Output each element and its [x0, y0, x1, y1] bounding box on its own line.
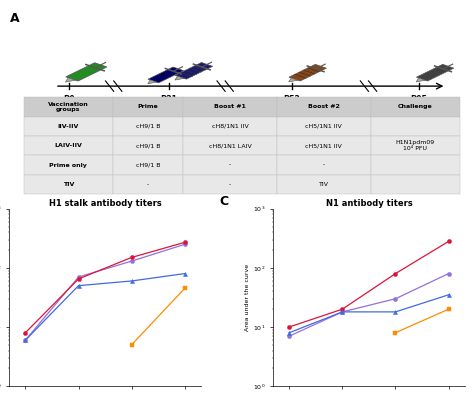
Polygon shape: [289, 64, 327, 81]
Title: H1 stalk antibody titers: H1 stalk antibody titers: [49, 199, 162, 208]
Polygon shape: [416, 64, 454, 81]
Text: D52: D52: [283, 95, 300, 104]
Text: C: C: [220, 195, 229, 208]
Text: D21: D21: [160, 95, 177, 104]
Polygon shape: [289, 78, 298, 82]
Text: or: or: [161, 72, 166, 77]
Polygon shape: [175, 76, 184, 80]
Text: D95: D95: [410, 95, 428, 104]
Polygon shape: [416, 78, 425, 82]
Title: N1 antibody titers: N1 antibody titers: [326, 199, 412, 208]
Polygon shape: [65, 78, 75, 82]
Y-axis label: Area under the curve: Area under the curve: [246, 264, 250, 331]
Polygon shape: [175, 63, 213, 79]
Polygon shape: [148, 80, 156, 84]
Text: D0: D0: [63, 95, 74, 104]
Polygon shape: [148, 67, 183, 83]
Polygon shape: [66, 63, 107, 81]
Text: A: A: [9, 11, 19, 24]
